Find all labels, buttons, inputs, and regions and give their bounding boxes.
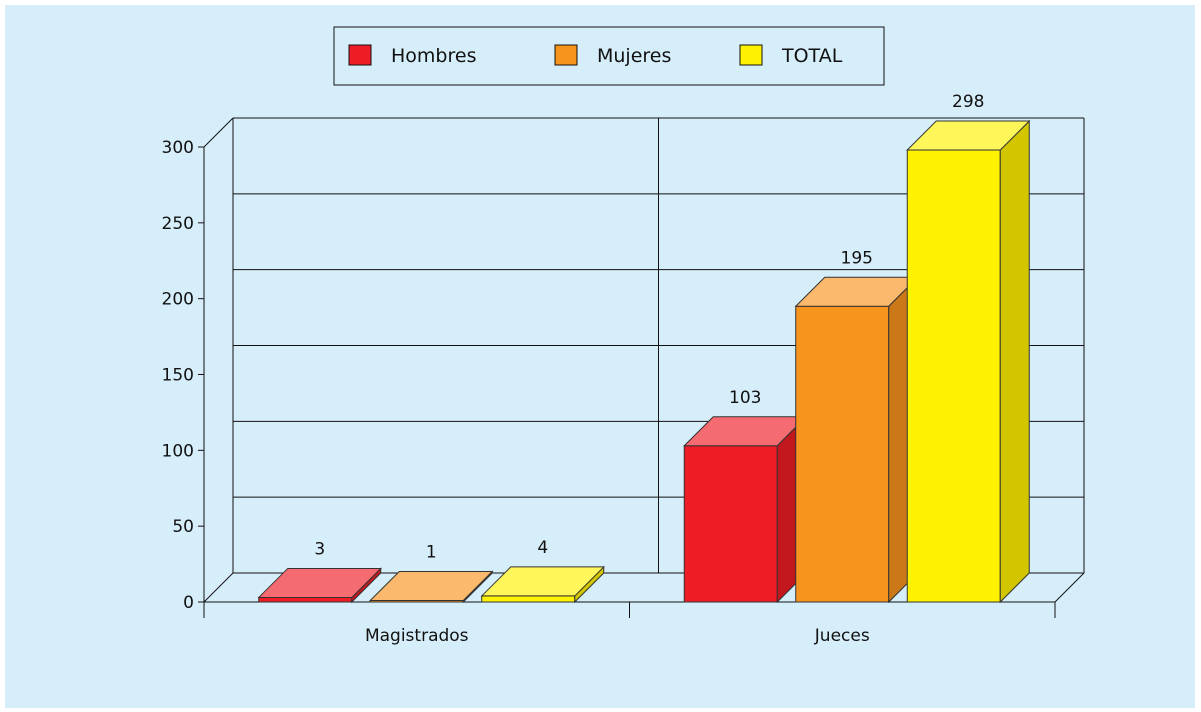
- y-tick-label-300: 300: [162, 138, 194, 158]
- bar-top: [906, 120, 1031, 151]
- left-wall-top-edge: [203, 117, 234, 148]
- legend: Hombres Mujeres TOTAL: [333, 26, 885, 86]
- legend-box: [333, 26, 885, 86]
- y-tick-label-50: 50: [172, 517, 194, 537]
- bar-top: [257, 567, 382, 598]
- legend-label: Hombres: [391, 45, 476, 67]
- legend-swatch: [739, 44, 763, 66]
- bar-top: [369, 570, 494, 601]
- y-tick-label-100: 100: [162, 441, 194, 461]
- floor-left-edge: [203, 572, 234, 603]
- bar-front: [258, 596, 353, 603]
- bar-value-label: 4: [537, 538, 548, 558]
- bar-value-label: 3: [314, 539, 325, 559]
- bar-value-label: 195: [841, 248, 873, 268]
- legend-label: TOTAL: [781, 45, 843, 67]
- bar-value-label: 1: [426, 542, 437, 562]
- x-category-label: Magistrados: [365, 626, 469, 646]
- bar-top: [480, 566, 605, 597]
- bar-side: [999, 119, 1030, 604]
- bar-front: [481, 595, 576, 603]
- y-tick-label-150: 150: [162, 366, 194, 386]
- y-tick-label-200: 200: [162, 290, 194, 310]
- y-tick-label-250: 250: [162, 214, 194, 234]
- bar-front: [683, 445, 778, 603]
- legend-label: Mujeres: [597, 45, 671, 67]
- bar-value-label: 298: [952, 92, 984, 112]
- legend-swatch: [554, 44, 578, 66]
- legend-swatch: [348, 44, 372, 66]
- y-tick-label-0: 0: [183, 593, 194, 613]
- bar-value-label: 103: [729, 388, 761, 408]
- x-category-label: Jueces: [814, 626, 870, 646]
- floor-right-edge: [1054, 572, 1085, 603]
- bar-front: [906, 149, 1001, 603]
- bar-front: [795, 305, 890, 603]
